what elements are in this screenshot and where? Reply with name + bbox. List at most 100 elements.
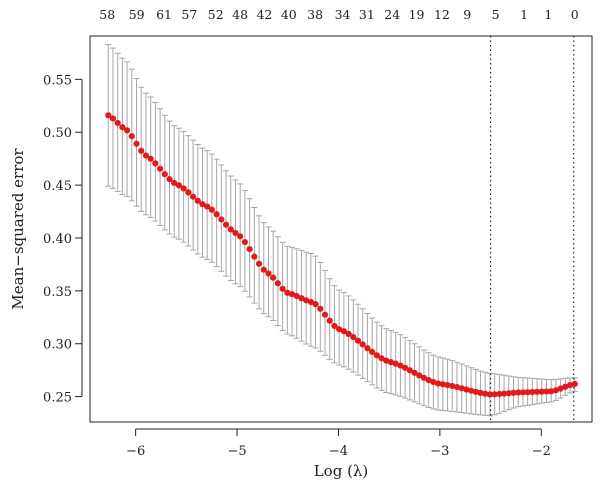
mse-point <box>406 367 413 374</box>
mse-point <box>199 201 206 208</box>
mse-point <box>336 326 343 333</box>
mse-point <box>241 238 249 246</box>
mse-point <box>416 372 423 379</box>
mse-point <box>317 305 324 312</box>
reference-lines <box>489 36 575 422</box>
mse-point <box>175 182 183 189</box>
x-tick-label: −2 <box>532 444 551 459</box>
mse-point <box>463 386 470 393</box>
mse-point <box>208 206 216 213</box>
top-axis-label: 42 <box>256 7 272 22</box>
top-axis-nonzero-counts: 58 59 61 57 52 48 42 40 38 34 31 24 19 12 9 5 1 1 0 <box>99 7 578 22</box>
mse-point <box>491 391 498 398</box>
top-axis-label: 52 <box>208 7 224 22</box>
mse-point <box>548 388 555 395</box>
mse-point <box>496 390 503 398</box>
mse-point <box>387 359 395 366</box>
mse-point <box>444 381 451 389</box>
mse-point <box>156 165 164 172</box>
mse-point <box>260 266 267 273</box>
mse-point <box>533 388 541 395</box>
mse-point <box>180 185 187 192</box>
mse-point <box>425 376 432 384</box>
mse-point <box>114 119 121 127</box>
x-axis-label: Log (λ) <box>314 462 369 480</box>
x-tick-label: −3 <box>430 444 449 459</box>
mse-point <box>449 382 456 390</box>
top-axis-label: 24 <box>384 7 400 22</box>
mse-point <box>538 388 545 395</box>
mse-point <box>255 260 263 267</box>
mse-point <box>307 298 314 306</box>
mse-point <box>204 203 211 210</box>
mse-point <box>458 385 465 392</box>
top-axis-label: 0 <box>571 7 579 22</box>
mse-point <box>171 179 178 187</box>
top-axis-label: 19 <box>409 7 425 22</box>
mse-point <box>152 160 159 167</box>
top-axis-label: 40 <box>281 7 297 22</box>
x-tick-label: −4 <box>329 444 348 459</box>
mse-point <box>402 364 409 371</box>
mse-point <box>161 171 168 178</box>
mse-point <box>312 301 319 308</box>
y-axis-label: Mean−squared error <box>9 148 27 310</box>
mse-point <box>166 176 173 183</box>
mse-point <box>411 369 418 376</box>
y-tick-label: 0.50 <box>43 126 72 141</box>
mse-point <box>383 357 390 364</box>
mse-point <box>430 378 437 386</box>
mse-point <box>510 389 517 396</box>
mse-point <box>213 211 220 218</box>
mse-point <box>505 390 512 397</box>
mse-point <box>326 317 333 324</box>
mse-point <box>340 328 347 335</box>
y-tick-label: 0.40 <box>43 232 72 247</box>
mse-point <box>354 337 362 344</box>
mse-point <box>543 388 550 395</box>
mse-point <box>138 147 145 154</box>
mse-point <box>519 389 527 396</box>
top-axis-label: 61 <box>156 7 172 22</box>
top-axis-label: 48 <box>232 7 248 22</box>
x-tick-label: −5 <box>227 444 246 459</box>
mse-point <box>364 345 371 352</box>
mse-point <box>119 124 126 131</box>
top-axis-label: 1 <box>520 7 528 22</box>
x-axis: −6 −5 −4 −3 −2 <box>126 428 551 459</box>
mse-point <box>369 348 376 356</box>
mse-point <box>147 155 154 162</box>
mse-point <box>524 389 531 396</box>
mse-point <box>373 352 380 359</box>
mse-point <box>397 362 404 369</box>
error-bars <box>105 43 578 417</box>
x-tick-label: −6 <box>126 444 145 459</box>
mse-point <box>303 297 310 304</box>
mse-point <box>189 193 197 200</box>
y-tick-label: 0.30 <box>43 338 72 353</box>
mse-point <box>486 391 494 398</box>
mse-point <box>251 253 258 260</box>
mse-point <box>109 115 117 122</box>
mse-point <box>237 233 244 240</box>
mse-point <box>284 289 291 296</box>
mse-point <box>246 246 253 253</box>
mse-point <box>435 380 442 387</box>
mse-point <box>515 389 522 396</box>
y-tick-label: 0.35 <box>43 285 72 300</box>
mse-point <box>218 216 225 223</box>
mse-point <box>194 197 201 204</box>
mse-point <box>142 152 150 159</box>
top-axis-label: 57 <box>181 7 197 22</box>
mse-point <box>185 189 192 196</box>
top-axis-label: 38 <box>307 7 323 22</box>
top-axis-label: 12 <box>434 7 450 22</box>
mse-point <box>392 360 399 367</box>
mse-point <box>482 390 489 397</box>
mse-point <box>439 381 446 388</box>
plot-frame <box>89 35 593 423</box>
mse-point <box>133 140 140 147</box>
mse-point <box>293 292 300 300</box>
mse-point <box>350 334 357 341</box>
